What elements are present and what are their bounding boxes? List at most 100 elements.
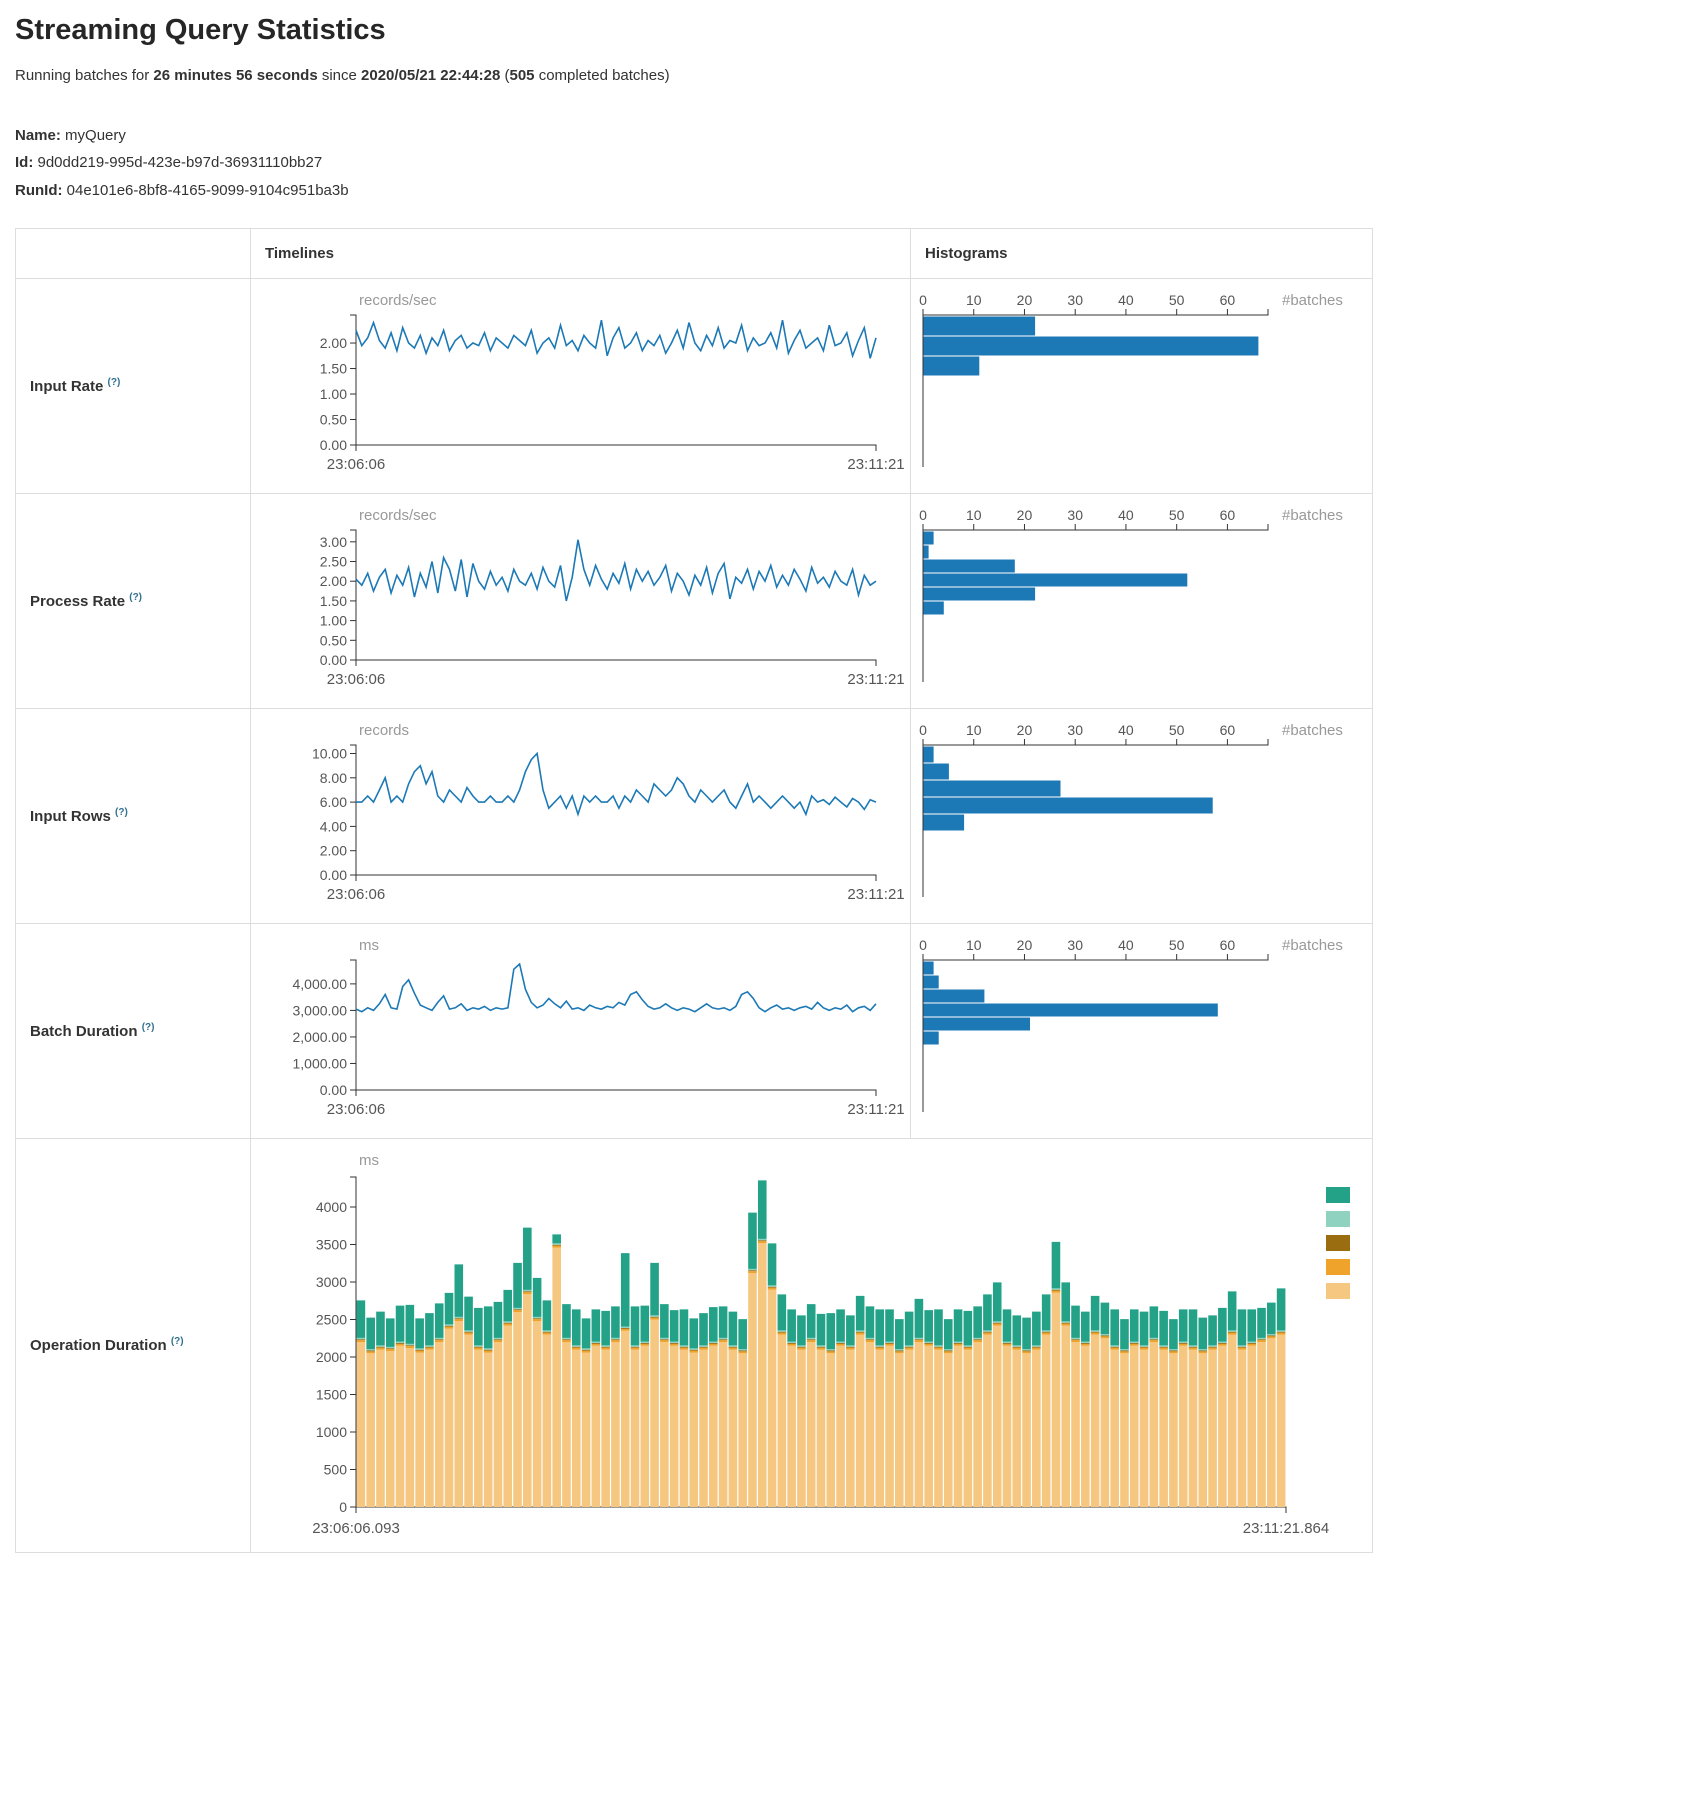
operation-duration-legend bbox=[1326, 1186, 1350, 1307]
process-rate-timeline-chart: records/sec 0.00 0.50 1.00 1.50 2.00 2.50 3.00 2… bbox=[251, 502, 906, 707]
legend-swatch bbox=[1326, 1210, 1350, 1227]
input-rows-histogram-chart: 0 10 20 30 40 50 60 #batches bbox=[911, 717, 1369, 922]
row-label-batch-duration: Batch Duration (?) bbox=[15, 922, 251, 1139]
empty-header-cell bbox=[15, 227, 251, 279]
batch-duration-histogram-chart: 0 10 20 30 40 50 60 #batches bbox=[911, 932, 1369, 1137]
svg-text:40: 40 bbox=[1118, 937, 1134, 953]
svg-text:1.50: 1.50 bbox=[320, 360, 347, 376]
help-icon-input-rows[interactable]: (?) bbox=[115, 806, 128, 818]
batch-duration-timeline-chart: ms 0.00 1,000.00 2,000.00 3,000.00 4,000.00 23… bbox=[251, 932, 906, 1137]
svg-text:10: 10 bbox=[966, 722, 982, 738]
input-rows-timeline-chart: records 0.00 2.00 4.00 6.00 8.00 10.00 23:06:06… bbox=[251, 717, 906, 922]
query-meta: Name: myQuery Id: 9d0dd219-995d-423e-b97… bbox=[15, 122, 1678, 204]
input-rows-row: Input Rows (?) records 0.00 2.00 4.00 6.00 8.… bbox=[15, 707, 1373, 924]
help-icon-process-rate[interactable]: (?) bbox=[129, 591, 143, 603]
row-label-input-rows: Input Rows (?) bbox=[15, 707, 251, 924]
svg-text:23:11:21: 23:11:21 bbox=[847, 671, 904, 688]
svg-text:23:06:06: 23:06:06 bbox=[327, 886, 385, 903]
svg-text:#batches: #batches bbox=[1282, 507, 1343, 524]
svg-text:0.00: 0.00 bbox=[320, 652, 347, 668]
svg-text:records/sec: records/sec bbox=[359, 507, 437, 524]
svg-text:50: 50 bbox=[1169, 507, 1185, 523]
svg-text:4000: 4000 bbox=[316, 1199, 347, 1215]
svg-text:3,000.00: 3,000.00 bbox=[293, 1002, 348, 1018]
statistics-table: Timelines Histograms Input Rate (?) reco… bbox=[15, 227, 1373, 1553]
help-icon-operation-duration[interactable]: (?) bbox=[170, 1336, 184, 1348]
svg-text:50: 50 bbox=[1169, 722, 1185, 738]
svg-text:1,000.00: 1,000.00 bbox=[293, 1055, 348, 1071]
legend-swatch bbox=[1326, 1186, 1350, 1203]
query-runid-label: RunId: bbox=[15, 181, 63, 199]
svg-text:3500: 3500 bbox=[316, 1236, 347, 1252]
svg-text:1.50: 1.50 bbox=[320, 593, 347, 609]
input-rate-histogram-chart: 0 10 20 30 40 50 60 #batches bbox=[911, 287, 1369, 492]
page: Streaming Query Statistics Running batch… bbox=[15, 14, 1678, 1553]
paren-open: ( bbox=[500, 67, 510, 84]
query-name-row: Name: myQuery bbox=[15, 122, 1678, 149]
svg-text:0: 0 bbox=[919, 937, 927, 953]
svg-text:1.00: 1.00 bbox=[320, 612, 347, 628]
query-id-label: Id: bbox=[15, 154, 34, 172]
process-rate-row: Process Rate (?) records/sec 0.00 0.50 1.00… bbox=[15, 492, 1373, 709]
batch-duration-label: Batch Duration bbox=[30, 1022, 138, 1040]
svg-text:23:11:21: 23:11:21 bbox=[847, 886, 904, 903]
help-icon-batch-duration[interactable]: (?) bbox=[141, 1021, 155, 1033]
operation-duration-row: Operation Duration (?) ms 0 500 1000 1500 200… bbox=[15, 1137, 1373, 1553]
input-rate-row: Input Rate (?) records/sec 0.00 0.50 1.00 1.… bbox=[15, 277, 1373, 494]
since-text: since bbox=[317, 67, 362, 84]
row-label-operation-duration: Operation Duration (?) bbox=[15, 1137, 251, 1553]
query-id-value: 9d0dd219-995d-423e-b97d-36931110bb27 bbox=[33, 154, 323, 172]
svg-text:6.00: 6.00 bbox=[320, 794, 347, 810]
svg-text:10.00: 10.00 bbox=[312, 745, 347, 761]
svg-text:40: 40 bbox=[1118, 292, 1134, 308]
svg-text:8.00: 8.00 bbox=[320, 770, 347, 786]
process-rate-label: Process Rate bbox=[30, 592, 126, 610]
svg-text:0: 0 bbox=[919, 292, 927, 308]
row-label-process-rate: Process Rate (?) bbox=[15, 492, 251, 709]
operation-duration-wrap: ms 0 500 1000 1500 2000 2500 3000 3500 4000 23:06:… bbox=[251, 1147, 1372, 1552]
start-time: 2020/05/21 22:44:28 bbox=[361, 67, 501, 84]
query-runid-row: RunId: 04e101e6-8bf8-4165-9099-9104c951b… bbox=[15, 177, 1678, 204]
help-icon-input-rate[interactable]: (?) bbox=[107, 376, 121, 388]
svg-text:4.00: 4.00 bbox=[320, 818, 347, 834]
svg-text:40: 40 bbox=[1118, 722, 1134, 738]
svg-text:10: 10 bbox=[966, 507, 982, 523]
svg-text:0.50: 0.50 bbox=[320, 632, 347, 648]
svg-text:30: 30 bbox=[1067, 292, 1083, 308]
svg-text:23:06:06.093: 23:06:06.093 bbox=[312, 1520, 400, 1537]
running-summary: Running batches for 26 minutes 56 second… bbox=[15, 67, 1678, 84]
timelines-header: Timelines bbox=[250, 227, 911, 279]
svg-text:3.00: 3.00 bbox=[320, 534, 347, 550]
svg-text:20: 20 bbox=[1017, 722, 1033, 738]
batch-duration-row: Batch Duration (?) ms 0.00 1,000.00 2,000.0… bbox=[15, 922, 1373, 1139]
svg-text:23:06:06: 23:06:06 bbox=[327, 1101, 385, 1118]
svg-text:0: 0 bbox=[919, 722, 927, 738]
svg-text:1.00: 1.00 bbox=[320, 386, 347, 402]
svg-text:20: 20 bbox=[1017, 507, 1033, 523]
running-duration: 26 minutes 56 seconds bbox=[153, 67, 318, 84]
svg-text:#batches: #batches bbox=[1282, 722, 1343, 739]
page-title: Streaming Query Statistics bbox=[15, 14, 386, 46]
svg-text:23:11:21.864: 23:11:21.864 bbox=[1243, 1520, 1329, 1537]
svg-text:20: 20 bbox=[1017, 937, 1033, 953]
svg-text:20: 20 bbox=[1017, 292, 1033, 308]
svg-text:2.00: 2.00 bbox=[320, 573, 347, 589]
operation-duration-label: Operation Duration bbox=[30, 1337, 167, 1355]
svg-text:50: 50 bbox=[1169, 937, 1185, 953]
input-rate-timeline-chart: records/sec 0.00 0.50 1.00 1.50 2.00 23:06:06 2… bbox=[251, 287, 906, 492]
input-rows-label: Input Rows bbox=[30, 807, 111, 825]
histograms-header: Histograms bbox=[910, 227, 1373, 279]
svg-text:500: 500 bbox=[324, 1461, 348, 1477]
batches-suffix: completed batches) bbox=[534, 67, 670, 84]
svg-text:records/sec: records/sec bbox=[359, 292, 437, 309]
svg-text:30: 30 bbox=[1067, 937, 1083, 953]
svg-text:10: 10 bbox=[966, 292, 982, 308]
legend-swatch bbox=[1326, 1234, 1350, 1251]
table-header-row: Timelines Histograms bbox=[15, 227, 1373, 279]
query-name-label: Name: bbox=[15, 127, 61, 144]
operation-duration-chart: ms 0 500 1000 1500 2000 2500 3000 3500 4000 23:06:… bbox=[251, 1147, 1366, 1552]
svg-text:ms: ms bbox=[359, 1152, 379, 1169]
svg-text:2000: 2000 bbox=[316, 1349, 347, 1365]
svg-text:23:06:06: 23:06:06 bbox=[327, 671, 385, 688]
svg-text:10: 10 bbox=[966, 937, 982, 953]
